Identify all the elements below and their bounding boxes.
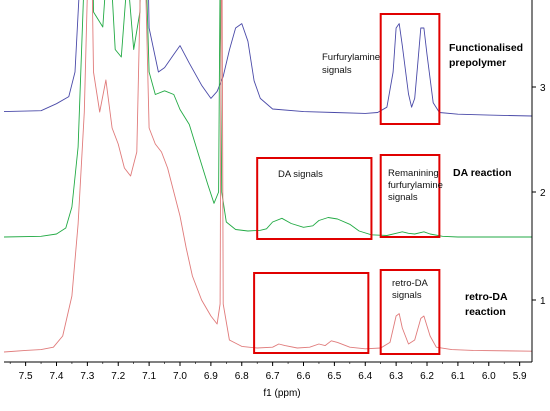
x-tick-label: 7.1 [142, 371, 156, 382]
annotation-label: retro-DA signals [392, 278, 429, 301]
spectrum-trace-3 [3, 0, 532, 117]
annotation-label: DA reaction [453, 167, 512, 179]
x-tick-label: 5.9 [513, 371, 527, 382]
annotation-line: Functionalised [449, 42, 523, 54]
annotation-line: reaction [465, 306, 506, 318]
x-tick-label: 7.5 [19, 371, 33, 382]
trace-tick-label: 3 [540, 83, 546, 94]
annotation-line: signals [388, 192, 418, 203]
trace-axis: 3 2 1 [531, 0, 546, 362]
x-tick-label: 6.3 [389, 371, 403, 382]
x-tick-label: 6.6 [297, 371, 311, 382]
annotation-line: DA signals [278, 169, 323, 180]
annotation-line: furfurylamine [388, 180, 443, 191]
highlight-box [253, 272, 370, 354]
x-tick-label: 6.0 [482, 371, 496, 382]
x-tick-label: 6.2 [420, 371, 434, 382]
x-tick-label: 6.7 [266, 371, 280, 382]
annotation-label: DA signals [278, 169, 323, 180]
x-tick-label: 6.9 [204, 371, 218, 382]
x-tick-label: 7.3 [80, 371, 94, 382]
x-tick-label: 6.4 [358, 371, 372, 382]
highlight-box [256, 157, 373, 240]
annotation-line: signals [392, 290, 422, 301]
highlight-box [379, 154, 441, 238]
x-tick-label: 7.2 [111, 371, 125, 382]
annotation-label: Remanining furfurylamine signals [388, 168, 443, 203]
x-tick-label: 6.5 [327, 371, 341, 382]
x-axis: 7.5 7.4 7.3 7.2 7.1 7.0 6.9 6.8 6.7 6.6 6.5 6.4 6.3 6… [4, 361, 532, 382]
annotation-line: retro-DA [465, 291, 508, 303]
annotation-label: retro-DA reaction [465, 291, 508, 318]
trace-tick-label: 1 [540, 296, 546, 307]
annotation-line: signals [322, 65, 352, 76]
annotation-line: Remanining [388, 168, 439, 179]
spectrum-traces [3, 0, 532, 353]
x-tick-label: 6.8 [235, 371, 249, 382]
highlight-box [379, 269, 441, 355]
trace-tick-label: 2 [540, 188, 546, 199]
annotations: Furfurylamine signals Functionalised prepol… [278, 42, 523, 318]
spectrum-trace-1 [3, 0, 532, 353]
annotation-line: DA reaction [453, 167, 512, 179]
x-tick-label: 7.0 [173, 371, 187, 382]
highlight-boxes [253, 13, 441, 355]
annotation-label: Functionalised prepolymer [449, 42, 523, 69]
annotation-line: retro-DA [392, 278, 429, 289]
spectrum-trace-2 [3, 0, 532, 238]
annotation-line: prepolymer [449, 57, 506, 69]
annotation-line: Furfurylamine [322, 52, 380, 63]
x-axis-label: f1 (ppm) [263, 388, 300, 399]
highlight-box [379, 13, 441, 125]
annotation-label: Furfurylamine signals [322, 52, 380, 76]
x-tick-label: 7.4 [50, 371, 64, 382]
x-tick-label: 6.1 [451, 371, 465, 382]
